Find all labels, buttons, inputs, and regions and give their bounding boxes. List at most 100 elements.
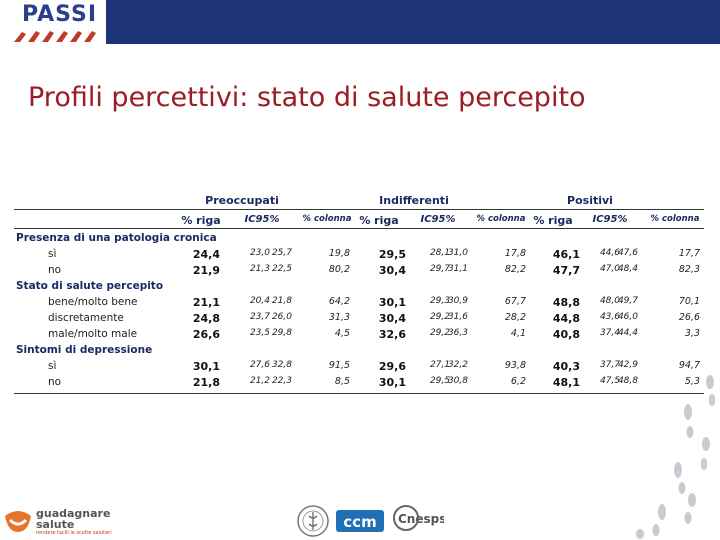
table-cell: 28,2 (504, 312, 526, 323)
table-cell: 30,4 (378, 264, 406, 277)
table-cell: 4,5 (334, 328, 350, 339)
table-cell: 67,7 (504, 296, 526, 307)
table-cell: 31,0 (447, 248, 468, 258)
table-cell: 29,3 (429, 296, 450, 306)
table-cell: 47,6 (617, 248, 638, 258)
guadagnare-line2: salute (36, 518, 75, 531)
guadagnare-salute-text: guadagnare salute (36, 508, 110, 530)
subheader-pct-colonna: % colonna (302, 214, 352, 224)
section-title: Sintomi di depressione (16, 344, 153, 356)
table-cell: 94,7 (678, 360, 700, 371)
table-cell: 29,5 (429, 376, 450, 386)
subheader-ic95: IC95% (420, 214, 456, 225)
table-cell: 29,7 (429, 264, 450, 274)
table-cell: 30,8 (447, 376, 468, 386)
table-cell: 5,3 (684, 376, 700, 387)
table-cell: 46,1 (552, 248, 580, 261)
table-cell: 82,2 (504, 264, 526, 275)
footprints-decoration-icon (636, 375, 716, 539)
table-cell: 26,6 (192, 328, 220, 341)
table-cell: 23,7 (249, 312, 270, 322)
header-rule-top (14, 209, 704, 210)
group-header-indifferenti: Indifferenti (379, 194, 449, 207)
table-cell: 23,0 (249, 248, 270, 258)
table-cell: 64,2 (328, 296, 350, 307)
group-header-positivi: Positivi (567, 194, 613, 207)
table-cell: 4,1 (510, 328, 526, 339)
iss-seal-icon (297, 505, 329, 537)
table-cell: 32,8 (271, 360, 292, 370)
table-cell: 32,6 (378, 328, 406, 341)
table-cell: 32,2 (447, 360, 468, 370)
table-cell: 46,0 (617, 312, 638, 322)
table-cell: 6,2 (510, 376, 526, 387)
ccm-text: ccm (343, 513, 376, 531)
table-cell: 48,0 (599, 296, 620, 306)
table-cell: 47,5 (599, 376, 620, 386)
table-cell: 70,1 (678, 296, 700, 307)
cnesps-text: Cnesps (398, 512, 444, 526)
table-cell: 44,8 (552, 312, 580, 325)
table-cell: 21,2 (249, 376, 270, 386)
guadagnare-line1: guadagnare (36, 507, 111, 520)
subheader-pct-colonna: % colonna (650, 214, 700, 224)
footprints-icon (14, 31, 96, 42)
table-cell: 28,1 (429, 248, 450, 258)
table-cell: 29,5 (378, 248, 406, 261)
table-cell: 31,3 (328, 312, 350, 323)
table-cell: 25,7 (271, 248, 292, 258)
header-bar: PASSI (0, 0, 720, 44)
table-cell: 23,5 (249, 328, 270, 338)
table-cell: 30,1 (378, 376, 406, 389)
table-cell: 21,9 (192, 264, 220, 277)
table-cell: 21,8 (271, 296, 292, 306)
table-cell: 21,1 (192, 296, 220, 309)
table-cell: 3,3 (684, 328, 700, 339)
table-cell: 36,3 (447, 328, 468, 338)
guadagnare-salute-logo-icon (5, 511, 31, 532)
table-cell: 24,4 (192, 248, 220, 261)
table-cell: 37,4 (599, 328, 620, 338)
row-label: no (48, 376, 62, 388)
group-header-preoccupati: Preoccupati (205, 194, 279, 207)
table-cell: 29,8 (271, 328, 292, 338)
table-cell: 30,1 (192, 360, 220, 373)
table-cell: 17,8 (504, 248, 526, 259)
table-cell: 93,8 (504, 360, 526, 371)
table-cell: 30,4 (378, 312, 406, 325)
table-cell: 47,7 (552, 264, 580, 277)
row-label: bene/molto bene (48, 296, 138, 308)
table-cell: 91,5 (328, 360, 350, 371)
table-cell: 29,6 (378, 360, 406, 373)
table-cell: 22,5 (271, 264, 292, 274)
subheader-pct-colonna: % colonna (476, 214, 526, 224)
table-cell: 20,4 (249, 296, 270, 306)
section-title: Presenza di una patologia cronica (16, 232, 217, 244)
section-title: Stato di salute percepito (16, 280, 164, 292)
table-cell: 48,8 (552, 296, 580, 309)
subheader-pct-riga: % riga (533, 214, 573, 227)
table-cell: 26,0 (271, 312, 292, 322)
row-label: sì (48, 248, 57, 260)
table-rule-bottom (14, 393, 704, 394)
table-cell: 47,0 (599, 264, 620, 274)
table-cell: 27,6 (249, 360, 270, 370)
table-cell: 44,6 (599, 248, 620, 258)
row-label: no (48, 264, 62, 276)
header-rule-bottom (14, 228, 704, 229)
table-cell: 22,3 (271, 376, 292, 386)
table-cell: 21,8 (192, 376, 220, 389)
subheader-ic95: IC95% (592, 214, 628, 225)
ccm-logo-icon: ccm (336, 510, 384, 532)
table-cell: 48,8 (617, 376, 638, 386)
row-label: sì (48, 360, 57, 372)
table-cell: 42,9 (617, 360, 638, 370)
table-cell: 37,7 (599, 360, 620, 370)
cnesps-logo-icon: Cnesps (393, 505, 444, 531)
table-cell: 48,4 (617, 264, 638, 274)
page-title: Profili percettivi: stato di salute perc… (28, 82, 586, 113)
row-label: discretamente (48, 312, 124, 324)
table-cell: 40,8 (552, 328, 580, 341)
row-label: male/molto male (48, 328, 138, 340)
table-cell: 26,6 (678, 312, 700, 323)
